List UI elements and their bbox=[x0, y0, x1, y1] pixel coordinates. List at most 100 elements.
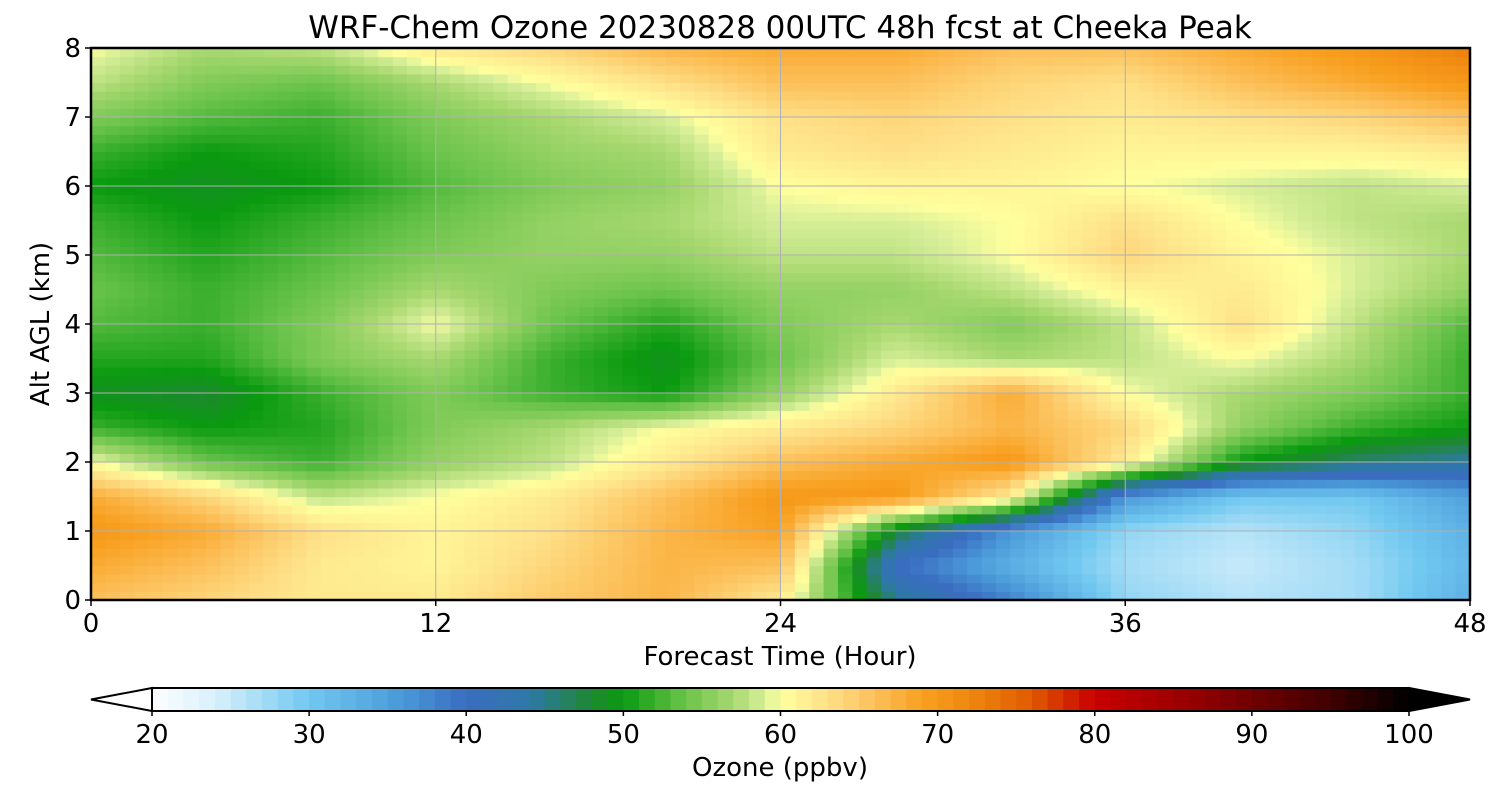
heat-cell bbox=[780, 289, 796, 299]
heat-cell bbox=[938, 436, 954, 446]
heat-cell bbox=[1383, 436, 1399, 446]
heat-cell bbox=[435, 418, 451, 429]
heat-cell bbox=[536, 367, 552, 377]
heat-cell bbox=[952, 177, 968, 187]
heat-cell bbox=[608, 367, 624, 377]
heat-cell bbox=[1412, 410, 1428, 420]
heat-cell bbox=[407, 470, 422, 480]
heat-cell bbox=[1039, 220, 1055, 230]
heat-cell bbox=[421, 470, 437, 480]
heat-cell bbox=[1340, 272, 1356, 282]
heat-cell bbox=[593, 496, 609, 506]
heat-cell bbox=[478, 375, 494, 385]
heat-cell bbox=[349, 306, 365, 316]
heat-cell bbox=[292, 177, 308, 187]
heat-cell bbox=[1254, 220, 1270, 230]
heat-cell bbox=[1297, 229, 1313, 239]
heat-cell bbox=[924, 393, 940, 403]
heat-cell bbox=[105, 220, 121, 230]
heat-cell bbox=[1182, 246, 1198, 256]
heat-cell bbox=[162, 496, 178, 506]
heat-cell bbox=[1197, 513, 1213, 523]
heat-cell bbox=[593, 470, 609, 480]
heat-cell bbox=[622, 280, 638, 291]
heat-cell bbox=[1355, 203, 1371, 213]
heat-cell bbox=[363, 229, 379, 239]
heat-cell bbox=[177, 539, 193, 549]
heat-cell bbox=[191, 539, 207, 549]
heat-cell bbox=[119, 289, 135, 299]
heat-cell bbox=[866, 418, 882, 429]
heat-cell bbox=[1153, 531, 1169, 541]
heat-cell bbox=[1024, 341, 1040, 351]
heat-cell bbox=[708, 453, 724, 463]
heat-cell bbox=[1355, 548, 1371, 558]
heat-cell bbox=[134, 436, 150, 446]
heat-cell bbox=[967, 444, 983, 454]
heat-cell bbox=[708, 444, 724, 454]
heat-cell bbox=[1010, 315, 1026, 325]
heat-cell bbox=[766, 272, 782, 282]
heat-cell bbox=[205, 255, 221, 265]
heat-cell bbox=[1010, 289, 1026, 299]
heat-cell bbox=[320, 548, 336, 558]
heat-cell bbox=[579, 522, 595, 532]
heat-cell bbox=[1240, 203, 1256, 213]
heat-cell bbox=[780, 324, 796, 334]
heat-cell bbox=[1168, 332, 1184, 342]
heat-cell bbox=[205, 436, 221, 446]
heat-cell bbox=[378, 177, 394, 187]
heat-cell bbox=[593, 151, 609, 161]
heat-cell bbox=[392, 375, 408, 385]
heat-cell bbox=[1340, 393, 1356, 403]
heat-cell bbox=[263, 229, 279, 239]
heat-cell bbox=[306, 229, 322, 239]
heat-cell bbox=[263, 306, 279, 316]
heat-cell bbox=[780, 367, 796, 377]
heat-cell bbox=[1326, 246, 1342, 256]
heat-cell bbox=[981, 470, 997, 480]
heat-cell bbox=[493, 332, 509, 342]
heat-cell bbox=[407, 375, 422, 385]
heat-cell bbox=[249, 160, 264, 170]
heat-cell bbox=[478, 367, 494, 377]
heat-cell bbox=[119, 263, 135, 273]
heat-cell bbox=[277, 505, 293, 515]
heat-cell bbox=[1225, 332, 1241, 342]
heat-cell bbox=[205, 410, 221, 420]
heat-cell bbox=[263, 401, 279, 411]
heat-cell bbox=[981, 229, 997, 239]
heat-cell bbox=[1067, 332, 1083, 342]
heat-cell bbox=[263, 565, 279, 575]
heat-cell bbox=[924, 505, 940, 515]
heat-cell bbox=[1297, 332, 1313, 342]
heat-cell bbox=[866, 513, 882, 523]
heat-cell bbox=[780, 306, 796, 316]
heat-cell bbox=[1125, 582, 1141, 592]
heat-cell bbox=[1110, 487, 1126, 498]
heat-cell bbox=[952, 332, 968, 342]
heat-cell bbox=[1067, 168, 1083, 178]
heat-cell bbox=[579, 574, 595, 584]
heat-cell bbox=[105, 582, 121, 592]
heat-cell bbox=[1197, 255, 1213, 265]
heat-cell bbox=[521, 177, 537, 187]
heat-cell bbox=[852, 186, 868, 196]
heat-cell bbox=[1139, 203, 1155, 213]
heat-cell bbox=[1110, 582, 1126, 592]
heat-cell bbox=[981, 548, 997, 558]
heat-cell bbox=[335, 306, 351, 316]
heat-cell bbox=[1225, 177, 1241, 187]
heat-cell bbox=[881, 177, 897, 187]
heat-cell bbox=[1441, 186, 1457, 196]
heat-cell bbox=[794, 220, 810, 230]
heat-cell bbox=[1096, 565, 1112, 575]
heat-cell bbox=[1240, 280, 1256, 291]
heat-cell bbox=[349, 298, 365, 308]
heat-cell bbox=[521, 289, 537, 299]
heat-cell bbox=[809, 548, 825, 558]
heat-cell bbox=[191, 436, 207, 446]
heat-cell bbox=[1412, 358, 1428, 368]
heat-cell bbox=[1139, 522, 1155, 532]
heat-cell bbox=[1053, 246, 1069, 256]
